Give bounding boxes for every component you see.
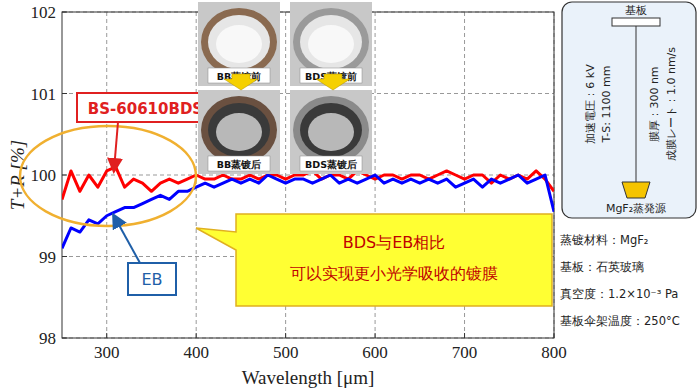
legend-box: [128, 263, 176, 295]
x-tick: [196, 333, 197, 338]
y-tick-label: 100: [31, 166, 57, 185]
photo-crucible: [201, 8, 277, 76]
photo-label: BDS蒸镀后: [305, 159, 357, 170]
chart: 98 99 100 101 102 300 400 500 600 700 800 Wavelengt…: [0, 0, 700, 390]
x-tick-label: 400: [183, 343, 209, 362]
photo-crucible: [293, 96, 369, 164]
callout-text: 可以实现更小光学吸收的镀膜: [290, 264, 498, 283]
photo: [290, 90, 372, 174]
photo-arrow: [316, 74, 350, 90]
photo-crucible-inner: [208, 103, 270, 157]
condition-text: 真空度：1.2×10⁻³ Pa: [560, 287, 678, 301]
y-tick: [62, 93, 67, 94]
setup-substrate-label: 基板: [625, 4, 647, 17]
photo: [198, 90, 280, 174]
y-tick: [62, 256, 67, 257]
callout-box: [196, 214, 552, 306]
setup-source-label: MgF₂蒸発源: [606, 202, 666, 215]
photo-crucible: [293, 8, 369, 76]
callout-text: BDS与EB相比: [343, 233, 446, 252]
x-tick: [106, 333, 107, 338]
photo-granules: [308, 25, 354, 63]
setup-parameter: 成膜レート：1.0 nm/s: [665, 47, 678, 161]
legend-box: [77, 93, 214, 122]
background: [0, 0, 700, 390]
legend-label: BS-60610BDS: [88, 100, 203, 118]
condition-text: 蒸镀材料：MgF₂: [560, 233, 648, 247]
condition-text: 基板伞架温度：250°C: [560, 314, 680, 328]
photo-granules: [308, 113, 354, 151]
photo-crucible: [201, 96, 277, 164]
condition-text: 基板：石英玻璃: [560, 260, 644, 274]
photo-granules: [216, 25, 262, 63]
photo: [198, 2, 280, 86]
y-tick-label: 102: [31, 3, 57, 22]
x-tick-label: 700: [452, 343, 478, 362]
setup-parameter: 加速電圧：6 kV: [584, 64, 597, 144]
x-tick: [375, 333, 376, 338]
photo-label-box: [208, 156, 270, 171]
y-tick-label: 99: [39, 248, 56, 267]
photo-crucible-inner: [300, 15, 362, 69]
photo-crucible-inner: [300, 103, 362, 157]
legend-arrow: [114, 216, 140, 263]
x-tick-label: 600: [362, 343, 388, 362]
highlight-ellipse: [20, 126, 196, 226]
setup-panel: [562, 2, 696, 218]
photo-label-box: [300, 156, 362, 171]
x-tick: [464, 333, 465, 338]
x-tick-label: 300: [94, 343, 120, 362]
y-axis-title: T+R [%]: [7, 140, 28, 210]
y-tick: [62, 175, 67, 176]
setup-parameter: 膜厚：300 nm: [648, 66, 661, 141]
x-grid-line: [106, 12, 107, 338]
legend-arrow: [114, 122, 118, 170]
setup-parameter: T-S: 1100 mm: [600, 66, 613, 144]
setup-axis: [636, 26, 637, 182]
x-tick-label: 800: [541, 343, 567, 362]
x-tick: [285, 333, 286, 338]
photo-crucible-inner: [208, 15, 270, 69]
y-tick-label: 98: [39, 329, 56, 348]
legend-label: EB: [141, 270, 162, 289]
x-axis-title: Wavelength [μm]: [242, 367, 375, 388]
photo-granules: [216, 113, 262, 151]
photo-arrow: [224, 74, 258, 90]
x-tick-label: 500: [273, 343, 299, 362]
photo-label: BB蒸镀后: [217, 159, 261, 170]
y-tick-label: 101: [31, 85, 57, 104]
photo: [290, 2, 372, 86]
setup-source: [622, 182, 650, 198]
setup-substrate: [612, 18, 660, 26]
